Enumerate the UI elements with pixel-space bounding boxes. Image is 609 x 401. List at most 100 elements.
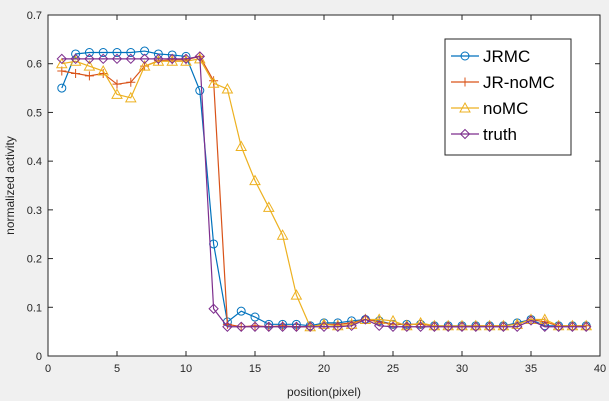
legend-entry-nomc: noMC	[451, 99, 528, 118]
data-point-truth	[125, 53, 137, 65]
x-tick-label: 40	[594, 363, 606, 375]
x-axis-label: position(pixel)	[287, 385, 361, 399]
data-point-truth	[401, 321, 413, 332]
series-line-nomc	[61, 58, 587, 328]
series-layer	[55, 46, 593, 332]
data-point-truth	[180, 53, 192, 65]
data-point-nomc	[318, 318, 330, 329]
x-tick-label: 5	[114, 363, 120, 375]
data-point-nomc	[387, 314, 399, 326]
data-point-nomc	[373, 313, 386, 324]
data-point-jrmc	[236, 306, 246, 316]
data-point-truth	[166, 53, 178, 65]
data-point-jrmc	[195, 86, 205, 96]
data-point-truth	[263, 321, 275, 332]
data-point-truth	[97, 53, 109, 65]
data-point-truth	[580, 321, 592, 332]
y-tick-label: 0	[36, 351, 42, 363]
y-tick-label: 0.6	[27, 59, 42, 71]
data-point-nomc	[124, 91, 137, 103]
data-point-truth	[415, 321, 426, 332]
data-point-truth	[442, 321, 454, 332]
data-point-nomc	[138, 60, 151, 71]
data-point-truth	[56, 53, 68, 65]
data-point-truth	[291, 321, 302, 332]
data-point-nomc	[538, 313, 551, 324]
legend-marker-jr-nomc	[460, 77, 470, 87]
data-point-truth	[153, 53, 164, 65]
data-point-jrmc	[126, 48, 136, 58]
x-tick-label: 30	[456, 363, 468, 375]
x-tick-label: 15	[249, 363, 261, 375]
x-tick-label: 20	[318, 363, 330, 375]
data-point-nomc	[249, 174, 261, 186]
data-point-truth	[567, 321, 578, 332]
data-point-truth	[346, 320, 357, 332]
data-point-nomc	[290, 289, 303, 300]
data-point-truth	[429, 321, 440, 332]
legend-marker-truth	[459, 128, 471, 140]
y-tick-label: 0.7	[27, 10, 42, 22]
legend-marker-jrmc	[460, 51, 470, 61]
data-point-truth	[111, 53, 123, 65]
data-point-truth	[318, 321, 330, 332]
data-point-jrmc	[84, 48, 94, 58]
data-point-nomc	[221, 83, 234, 94]
legend-entry-jrmc: JRMC	[451, 47, 530, 66]
y-tick-label: 0.2	[27, 254, 42, 266]
data-point-truth	[332, 321, 344, 332]
data-point-nomc	[97, 64, 110, 76]
data-point-truth	[511, 321, 523, 332]
axes-layer: 0 5 10 15 20 25 30 35 40 0 0.1 0.2 0.3 0.4 0.5 0.6 0.7	[27, 10, 606, 375]
legend-label-jrmc: JRMC	[483, 47, 530, 66]
data-point-truth	[373, 320, 385, 332]
x-tick-label: 35	[525, 363, 537, 375]
y-tick-label: 0.1	[27, 302, 42, 314]
data-point-jr-nomc	[126, 77, 136, 87]
x-tick-label: 10	[180, 363, 192, 375]
data-point-truth	[70, 53, 81, 65]
y-tick-label: 0.5	[27, 107, 42, 119]
x-tick-label: 0	[45, 363, 51, 375]
data-point-truth	[304, 321, 316, 332]
data-point-truth	[222, 321, 233, 332]
legend-marker-nomc	[459, 101, 471, 113]
data-point-nomc	[111, 88, 123, 99]
series-truth	[56, 51, 592, 332]
data-point-jr-nomc	[71, 68, 81, 78]
data-point-truth	[539, 321, 551, 332]
legend: JRMC JR-noMC noMC truth	[444, 38, 572, 156]
y-tick-label: 0.3	[27, 205, 42, 217]
data-point-nomc	[207, 77, 220, 88]
data-point-nomc	[55, 57, 68, 69]
data-point-truth	[249, 321, 261, 332]
legend-entry-truth: truth	[451, 125, 517, 144]
data-point-jrmc	[57, 83, 67, 93]
data-point-nomc	[262, 201, 275, 212]
data-point-jr-nomc	[84, 71, 94, 81]
data-point-truth	[498, 321, 509, 332]
data-point-truth	[194, 51, 206, 62]
data-point-truth	[208, 303, 219, 314]
data-point-jrmc	[112, 48, 122, 58]
data-point-jr-nomc	[112, 79, 122, 89]
data-point-jrmc	[71, 49, 81, 59]
data-point-truth	[139, 53, 150, 65]
data-point-truth	[484, 321, 495, 332]
data-point-truth	[456, 321, 468, 332]
x-tick-label: 25	[387, 363, 399, 375]
data-point-jrmc	[250, 312, 260, 322]
data-point-nomc	[83, 60, 96, 71]
data-point-truth	[525, 315, 537, 326]
data-point-truth	[235, 321, 247, 332]
data-point-jrmc	[98, 48, 108, 58]
data-point-truth	[277, 321, 288, 332]
data-point-truth	[553, 321, 564, 332]
data-point-truth	[84, 53, 95, 65]
legend-label-truth: truth	[483, 125, 517, 144]
data-point-truth	[387, 321, 399, 332]
y-axis-label: normalized activity	[3, 136, 17, 235]
data-point-truth	[360, 314, 371, 325]
data-point-nomc	[276, 229, 289, 240]
